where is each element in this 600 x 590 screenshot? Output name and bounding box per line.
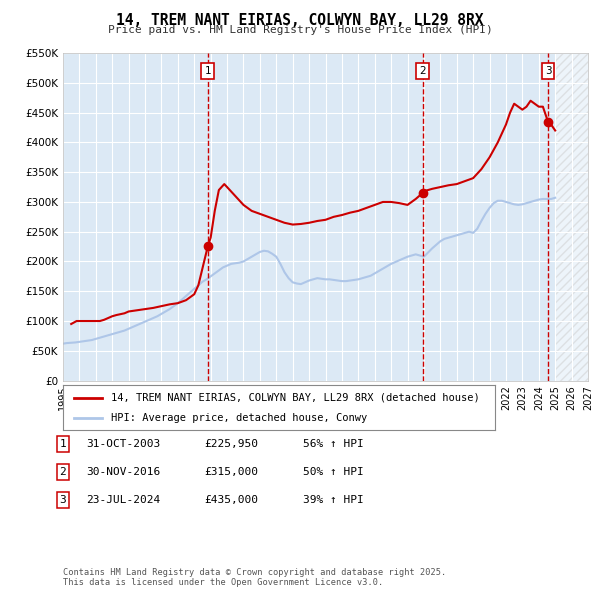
Bar bbox=[555, 53, 588, 381]
Text: 1: 1 bbox=[59, 439, 67, 448]
Text: HPI: Average price, detached house, Conwy: HPI: Average price, detached house, Conw… bbox=[110, 413, 367, 423]
Text: 50% ↑ HPI: 50% ↑ HPI bbox=[302, 467, 364, 477]
Text: 23-JUL-2024: 23-JUL-2024 bbox=[86, 496, 160, 505]
Text: Price paid vs. HM Land Registry's House Price Index (HPI): Price paid vs. HM Land Registry's House … bbox=[107, 25, 493, 35]
Text: 3: 3 bbox=[545, 66, 551, 76]
Text: 14, TREM NANT EIRIAS, COLWYN BAY, LL29 8RX (detached house): 14, TREM NANT EIRIAS, COLWYN BAY, LL29 8… bbox=[110, 393, 479, 402]
Text: 30-NOV-2016: 30-NOV-2016 bbox=[86, 467, 160, 477]
Text: 3: 3 bbox=[59, 496, 67, 505]
Text: £435,000: £435,000 bbox=[204, 496, 258, 505]
Text: 31-OCT-2003: 31-OCT-2003 bbox=[86, 439, 160, 448]
Text: 39% ↑ HPI: 39% ↑ HPI bbox=[302, 496, 364, 505]
Text: £315,000: £315,000 bbox=[204, 467, 258, 477]
Text: 56% ↑ HPI: 56% ↑ HPI bbox=[302, 439, 364, 448]
Text: 2: 2 bbox=[59, 467, 67, 477]
Text: Contains HM Land Registry data © Crown copyright and database right 2025.
This d: Contains HM Land Registry data © Crown c… bbox=[63, 568, 446, 587]
Text: 1: 1 bbox=[205, 66, 211, 76]
Text: 2: 2 bbox=[419, 66, 426, 76]
Text: 14, TREM NANT EIRIAS, COLWYN BAY, LL29 8RX: 14, TREM NANT EIRIAS, COLWYN BAY, LL29 8… bbox=[116, 13, 484, 28]
Text: £225,950: £225,950 bbox=[204, 439, 258, 448]
